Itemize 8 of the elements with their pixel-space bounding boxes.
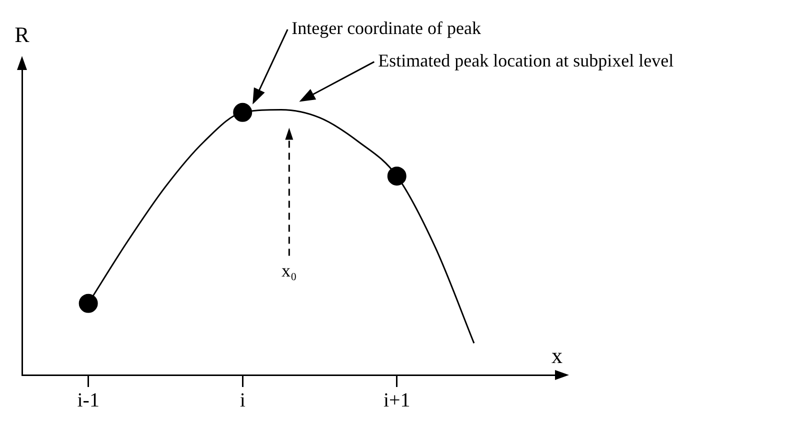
text: Integer coordinate of peak: [292, 18, 482, 38]
x-tick-label: i: [240, 389, 246, 412]
x-tick-label: i-1: [77, 389, 100, 412]
x-tick-label: i+1: [383, 389, 410, 412]
annotation: x₀: [282, 260, 297, 281]
x-axis-title: x: [552, 343, 562, 368]
text: Estimated peak location at subpixel level: [378, 50, 674, 71]
y-axis-title: R: [14, 22, 30, 47]
